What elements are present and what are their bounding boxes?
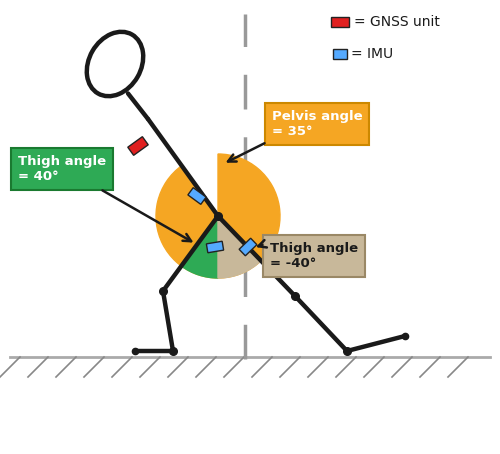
Wedge shape — [156, 154, 280, 278]
Text: = IMU: = IMU — [351, 47, 393, 61]
Wedge shape — [218, 216, 261, 278]
Text: Thigh angle
= -40°: Thigh angle = -40° — [270, 242, 358, 270]
Polygon shape — [128, 137, 148, 155]
Text: = GNSS unit: = GNSS unit — [354, 15, 440, 29]
Polygon shape — [188, 188, 206, 204]
Text: Pelvis angle
= 35°: Pelvis angle = 35° — [272, 110, 362, 138]
Polygon shape — [206, 241, 224, 253]
Wedge shape — [182, 216, 218, 278]
Text: Thigh angle
= 40°: Thigh angle = 40° — [18, 155, 106, 183]
Polygon shape — [239, 238, 257, 256]
Polygon shape — [333, 49, 347, 59]
Polygon shape — [331, 17, 349, 27]
